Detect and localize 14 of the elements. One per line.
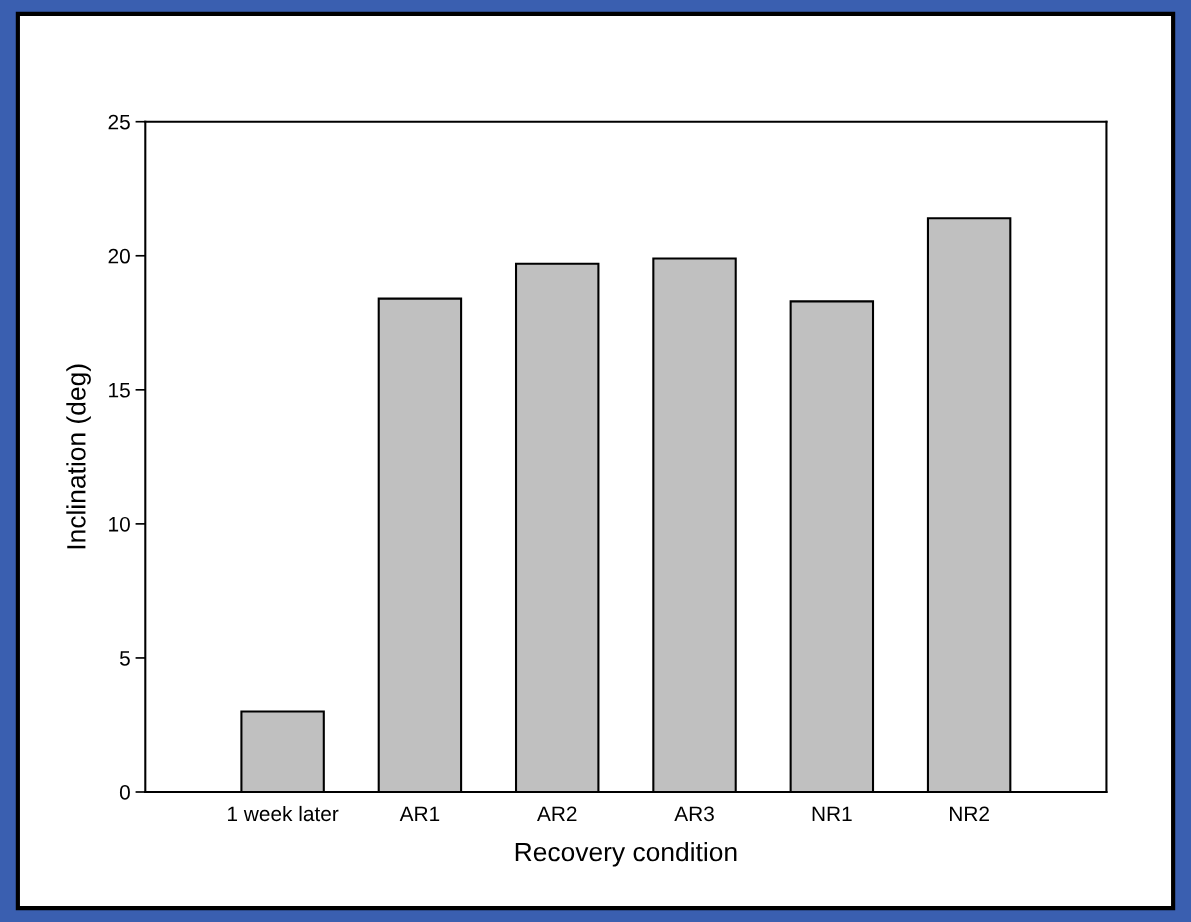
x-tick-label: AR1 [399, 806, 440, 821]
x-tick-label: 1 week later [228, 805, 339, 822]
y-axis-title: Inclination (deg) [66, 364, 91, 549]
y-tick-label: 0 [119, 785, 130, 800]
y-tick-label: 5 [119, 651, 130, 666]
x-tick-label: AR2 [537, 806, 577, 821]
x-tick-label: NR2 [950, 806, 989, 821]
x-tick-label: NR1 [812, 806, 852, 821]
y-tick-label: 20 [108, 248, 130, 264]
y-tick-label: 25 [108, 114, 130, 130]
x-tick-label: AR3 [674, 806, 714, 822]
y-tick-label: 10 [109, 516, 130, 532]
x-axis-title: Recovery condition [515, 841, 737, 867]
y-tick-label: 15 [109, 383, 130, 398]
